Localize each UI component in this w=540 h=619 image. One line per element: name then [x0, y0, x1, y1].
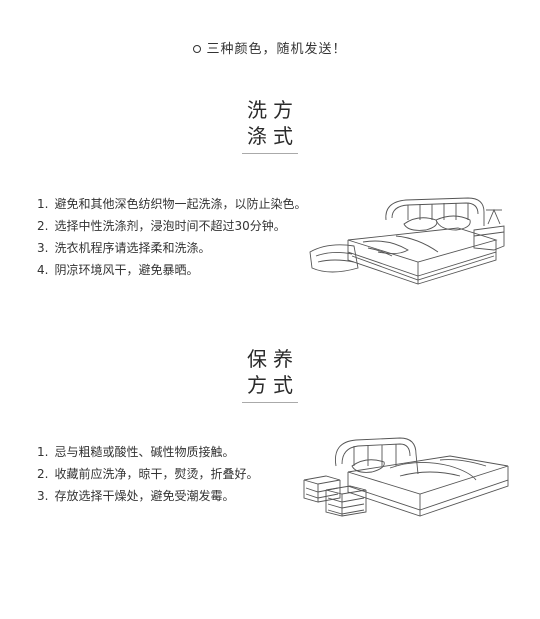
list-item: 4. 阴凉环境风干，避免暴晒。: [37, 259, 306, 281]
item-number: 3.: [37, 489, 49, 503]
item-number: 1.: [37, 197, 49, 211]
circle-bullet-icon: [193, 44, 202, 53]
item-number: 3.: [37, 241, 49, 255]
list-item: 3. 洗衣机程序请选择柔和洗涤。: [37, 237, 306, 259]
list-item: 1. 忌与粗糙或酸性、碱性物质接触。: [37, 441, 258, 463]
bed-with-stools-icon: [303, 437, 509, 517]
wash-title-line2: 涤式: [247, 124, 299, 148]
color-note-text: 三种颜色，随机发送！: [206, 42, 347, 57]
item-text: 阴凉环境风干，避免暴晒。: [54, 263, 199, 277]
list-item: 3. 存放选择干燥处，避免受潮发霉。: [37, 485, 258, 507]
care-instructions-list: 1. 忌与粗糙或酸性、碱性物质接触。 2. 收藏前应洗净，晾干，熨烫，折叠好。 3.…: [37, 441, 258, 507]
item-text: 洗衣机程序请选择柔和洗涤。: [54, 241, 211, 255]
wash-section-title: 洗方 涤式: [0, 97, 540, 154]
care-title-line1: 保养: [247, 347, 299, 371]
list-item: 2. 选择中性洗涤剂，浸泡时间不超过30分钟。: [37, 215, 306, 237]
bed-with-nightstand-icon: [309, 197, 505, 285]
item-number: 2.: [37, 467, 49, 481]
color-note: 三种颜色，随机发送！: [0, 38, 540, 57]
item-text: 忌与粗糙或酸性、碱性物质接触。: [54, 445, 235, 459]
item-number: 1.: [37, 445, 49, 459]
list-item: 2. 收藏前应洗净，晾干，熨烫，折叠好。: [37, 463, 258, 485]
item-text: 避免和其他深色纺织物一起洗涤，以防止染色。: [54, 197, 307, 211]
wash-title-line1: 洗方: [247, 98, 299, 122]
care-title-line2: 方式: [247, 373, 299, 397]
item-text: 存放选择干燥处，避免受潮发霉。: [54, 489, 235, 503]
item-text: 收藏前应洗净，晾干，熨烫，折叠好。: [54, 467, 259, 481]
item-number: 2.: [37, 219, 49, 233]
care-title-divider: [242, 402, 298, 403]
wash-title-divider: [242, 153, 298, 154]
care-section-title: 保养 方式: [0, 346, 540, 403]
list-item: 1. 避免和其他深色纺织物一起洗涤，以防止染色。: [37, 193, 306, 215]
wash-instructions-list: 1. 避免和其他深色纺织物一起洗涤，以防止染色。 2. 选择中性洗涤剂，浸泡时间不超…: [37, 193, 306, 281]
item-text: 选择中性洗涤剂，浸泡时间不超过30分钟。: [54, 219, 286, 233]
item-number: 4.: [37, 263, 49, 277]
